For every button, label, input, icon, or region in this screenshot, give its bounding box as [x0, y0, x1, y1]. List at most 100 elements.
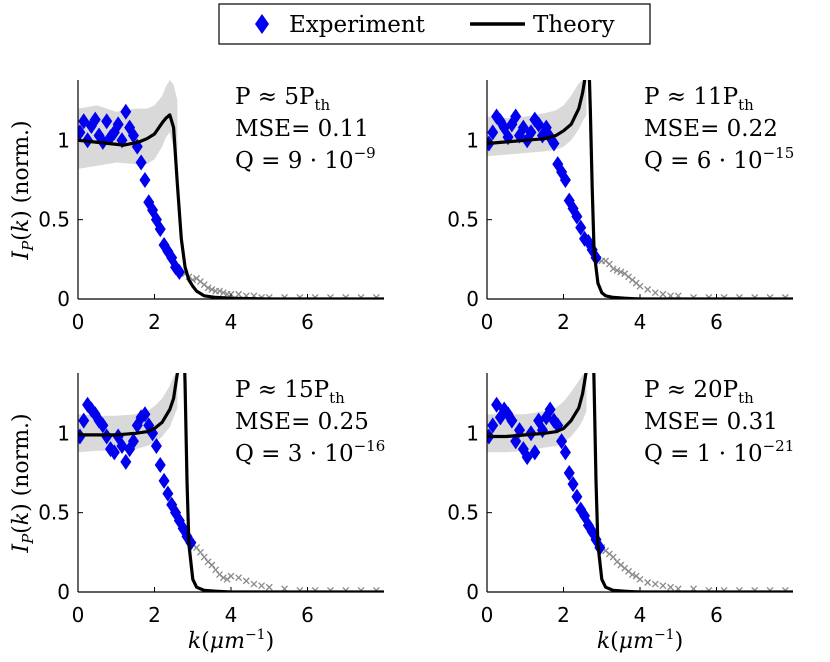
x-tick-label: 6: [710, 603, 723, 627]
tail-marker: [216, 287, 223, 295]
annotation-q: Q = 6 · 10−15: [644, 144, 794, 174]
experiment-point: [563, 464, 575, 481]
experiment-point: [556, 433, 568, 450]
annotation-mse: MSE= 0.31: [644, 409, 778, 435]
tail-marker: [605, 260, 613, 268]
experiment-point: [529, 444, 541, 461]
experiment-point: [567, 476, 579, 493]
annotation-power: P ≈ 20Pth: [644, 377, 754, 407]
y-axis-label-top: IP(k) (norm.): [9, 120, 37, 260]
annotation-power: P ≈ 5Pth: [235, 84, 331, 114]
tail-marker: [208, 561, 216, 569]
experiment-point: [487, 124, 499, 141]
experiment-point: [571, 488, 583, 505]
theory-curve: [78, 373, 384, 592]
y-tick-label: 0: [57, 580, 70, 604]
experiment-point: [139, 406, 151, 423]
annotation-mse: MSE= 0.25: [235, 409, 369, 435]
experiment-point: [154, 221, 166, 238]
x-tick-label: 0: [72, 310, 85, 334]
x-axis-label-right: k(μm−1): [597, 627, 683, 654]
experiment-point: [559, 171, 571, 188]
legend-experiment-marker: [255, 14, 269, 34]
tail-marker: [613, 266, 621, 274]
experiment-point: [108, 444, 120, 461]
x-tick-label: 6: [301, 310, 314, 334]
experiment-point: [89, 111, 101, 128]
experiment-point: [575, 219, 587, 236]
tail-marker: [193, 544, 201, 552]
theory-curve: [487, 373, 793, 592]
experiment-point: [135, 154, 147, 171]
tail-marker: [617, 268, 625, 276]
uncertainty-band: [487, 373, 587, 453]
tail-marker: [258, 582, 266, 590]
x-tick-label: 0: [481, 310, 494, 334]
experiment-point: [559, 444, 571, 461]
tail-marker: [250, 580, 258, 588]
annotation-power: P ≈ 11Pth: [644, 84, 754, 114]
x-tick-label: 0: [72, 603, 85, 627]
legend-box: [218, 3, 651, 45]
experiment-point: [150, 438, 162, 454]
tail-marker: [212, 566, 220, 574]
tail-marker: [219, 574, 227, 582]
y-tick-label: 1: [466, 421, 479, 445]
experiment-point: [120, 453, 132, 470]
x-axis-label-left: k(μm−1): [188, 627, 274, 654]
y-tick-label: 1: [57, 421, 70, 445]
tail-marker: [242, 577, 250, 585]
x-tick-label: 6: [301, 603, 314, 627]
tail-marker: [219, 289, 227, 297]
tail-marker: [609, 265, 617, 273]
legend-experiment-label: Experiment: [289, 12, 426, 38]
theory-curve: [487, 80, 793, 299]
x-tick-label: 6: [710, 310, 723, 334]
tail-marker: [659, 582, 667, 590]
experiment-point: [154, 457, 166, 474]
experiment-point: [112, 116, 124, 133]
y-tick-label: 1: [466, 128, 479, 152]
experiment-point: [158, 472, 170, 489]
tail-marker: [636, 575, 644, 583]
tail-marker: [208, 286, 216, 293]
tail-marker: [636, 282, 644, 290]
experiment-point: [127, 127, 139, 144]
x-tick-label: 4: [225, 603, 238, 627]
y-tick-label: 0: [57, 287, 70, 311]
experiment-point: [162, 485, 174, 502]
annotation-mse: MSE= 0.11: [235, 116, 369, 142]
experiment-point: [166, 496, 178, 513]
experiment-point: [78, 412, 90, 429]
tail-marker: [609, 553, 617, 561]
experiment-point: [487, 417, 499, 434]
x-tick-label: 4: [225, 310, 238, 334]
tail-marker: [235, 574, 243, 582]
x-tick-label: 4: [634, 310, 647, 334]
experiment-point: [139, 171, 151, 188]
tail-marker: [204, 284, 212, 292]
x-tick-label: 4: [634, 603, 647, 627]
y-axis-label-bottom: IP(k) (norm.): [9, 413, 37, 553]
experiment-point: [173, 264, 185, 281]
experiment-point: [120, 103, 132, 120]
y-tick-label: 0: [466, 580, 479, 604]
experiment-point: [548, 135, 560, 152]
legend: Experiment Theory: [218, 3, 651, 45]
y-tick-label: 0.5: [447, 501, 479, 525]
x-tick-label: 2: [148, 603, 161, 627]
tail-marker: [265, 583, 273, 591]
x-tick-label: 2: [148, 310, 161, 334]
tail-marker: [644, 579, 652, 586]
tail-marker: [196, 548, 204, 556]
x-tick-label: 0: [481, 603, 494, 627]
y-tick-label: 1: [57, 128, 70, 152]
experiment-point: [101, 113, 113, 130]
annotation-q: Q = 9 · 10−9: [235, 144, 376, 174]
theory-curve: [78, 113, 384, 299]
